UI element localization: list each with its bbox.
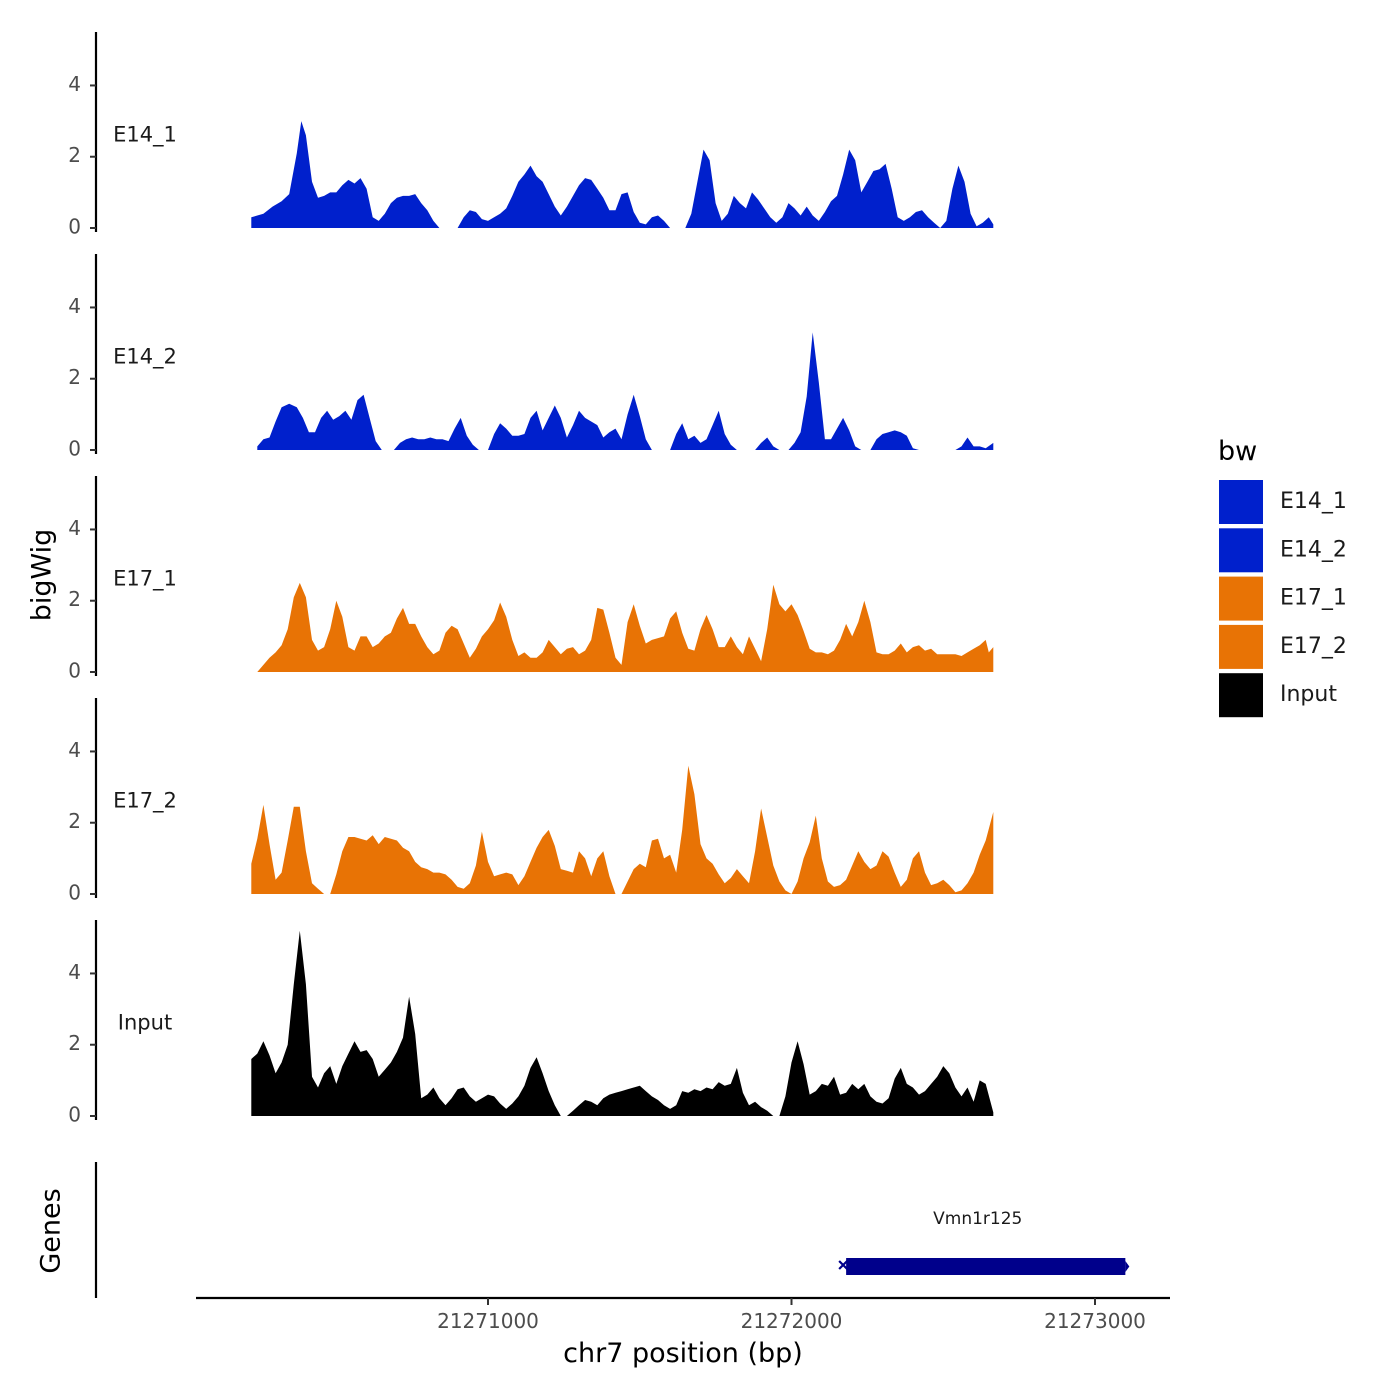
legend-swatch: [1219, 673, 1263, 718]
y-tick-label: 0: [68, 881, 81, 905]
y-axis-title: bigWig: [27, 529, 58, 622]
y-tick-label: 2: [68, 587, 81, 611]
legend-item: E14_1: [1219, 480, 1347, 524]
legend-item: E17_1: [1219, 576, 1347, 621]
x-tick-label: 21271000: [437, 1309, 539, 1333]
y-tick-label: 0: [68, 659, 81, 683]
x-tick-label: 21272000: [741, 1309, 843, 1333]
coverage-area-e17_1: [257, 582, 994, 672]
coverage-tracks: 0 2 4 E14_1 0 2 4 E14_2 0 2 4 E17_1 0 2 4 E17_2 0 2 4 Input: [68, 32, 994, 1127]
track-label: E14_1: [113, 122, 177, 147]
x-axis-title: chr7 position (bp): [563, 1338, 803, 1369]
legend: bw E14_1 E14_2 E17_1 E17_2 Input: [1218, 436, 1347, 718]
y-tick-label: 4: [68, 516, 81, 540]
y-tick-label: 2: [68, 1031, 81, 1055]
gene-body: [846, 1258, 1126, 1275]
gene-panel: Genes Vmn1r125: [36, 1162, 1130, 1298]
gene-start-icon: [838, 1260, 848, 1270]
y-tick-label: 4: [68, 960, 81, 984]
legend-items: E14_1 E14_2 E17_1 E17_2 Input: [1219, 480, 1347, 718]
legend-swatch: [1219, 576, 1263, 621]
legend-swatch: [1219, 528, 1263, 573]
y-tick-label: 0: [68, 1103, 81, 1127]
track-e14_1: 0 2 4 E14_1: [68, 32, 994, 239]
coverage-area-e14_2: [257, 332, 994, 450]
y-tick-label: 2: [68, 143, 81, 167]
x-tick-label: 21273000: [1044, 1309, 1146, 1333]
legend-label: E17_1: [1280, 586, 1347, 611]
legend-label: E14_1: [1280, 489, 1347, 514]
track-e14_2: 0 2 4 E14_2: [68, 254, 994, 461]
legend-title: bw: [1218, 436, 1257, 467]
y-tick-label: 2: [68, 365, 81, 389]
track-label: E14_2: [113, 344, 177, 369]
coverage-area-e14_1: [251, 121, 994, 228]
legend-label: E14_2: [1280, 537, 1347, 562]
y-tick-label: 2: [68, 809, 81, 833]
track-input: 0 2 4 Input: [68, 920, 994, 1127]
coverage-area-input: [251, 930, 994, 1116]
track-label: E17_1: [113, 566, 177, 591]
legend-item: Input: [1219, 673, 1337, 718]
legend-swatch: [1219, 624, 1263, 669]
coverage-area-e17_2: [251, 765, 994, 894]
legend-label: E17_2: [1280, 634, 1347, 659]
x-axis: 21271000 21272000 21273000 chr7 position (…: [196, 1296, 1170, 1369]
y-tick-label: 0: [68, 215, 81, 239]
x-ticks: 21271000 21272000 21273000: [437, 1298, 1146, 1333]
legend-item: E17_2: [1219, 624, 1347, 669]
legend-item: E14_2: [1219, 528, 1347, 573]
legend-label: Input: [1280, 682, 1337, 707]
legend-swatch: [1219, 480, 1263, 524]
track-label: E17_2: [113, 788, 177, 813]
gene-end-arrow-icon: [1125, 1261, 1130, 1272]
gene-label: Vmn1r125: [933, 1209, 1022, 1229]
y-tick-label: 4: [68, 738, 81, 762]
y-tick-label: 4: [68, 294, 81, 318]
gene-features: Vmn1r125: [838, 1209, 1130, 1275]
y-tick-label: 0: [68, 437, 81, 461]
track-label: Input: [118, 1010, 172, 1034]
track-e17_2: 0 2 4 E17_2: [68, 698, 994, 905]
track-e17_1: 0 2 4 E17_1: [68, 476, 994, 683]
y-tick-label: 4: [68, 72, 81, 96]
genes-track-title: Genes: [36, 1188, 67, 1273]
